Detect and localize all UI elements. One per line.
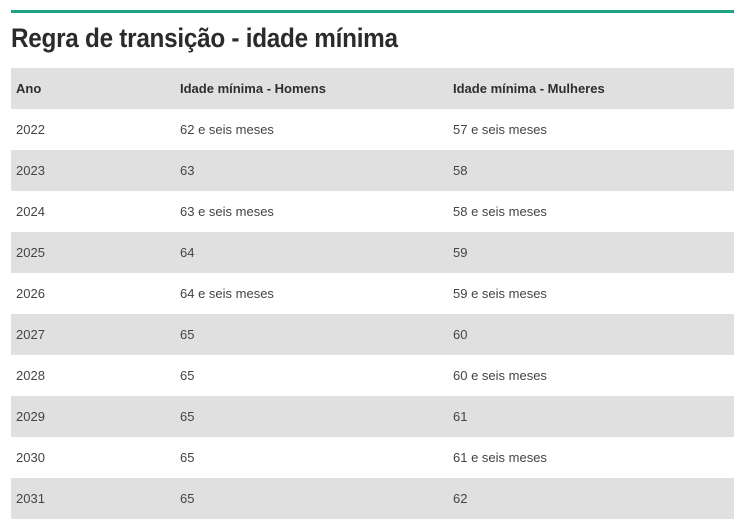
cell-min-age-men: 65	[180, 368, 195, 383]
cell-min-age-women: 61	[453, 409, 468, 424]
table-row: 2029 65 61	[11, 396, 734, 437]
table-header-row: Ano Idade mínima - Homens Idade mínima -…	[11, 68, 734, 109]
cell-min-age-women: 62	[453, 491, 468, 506]
cell-min-age-men: 63	[180, 163, 195, 178]
cell-year: 2026	[16, 286, 45, 301]
cell-min-age-women: 57 e seis meses	[453, 122, 547, 137]
cell-min-age-men: 62 e seis meses	[180, 122, 274, 137]
transition-rule-table: Ano Idade mínima - Homens Idade mínima -…	[11, 68, 734, 519]
cell-min-age-women: 58 e seis meses	[453, 204, 547, 219]
table-row: 2030 65 61 e seis meses	[11, 437, 734, 478]
cell-min-age-men: 65	[180, 409, 195, 424]
cell-min-age-women: 60	[453, 327, 468, 342]
cell-year: 2029	[16, 409, 45, 424]
table-row: 2025 64 59	[11, 232, 734, 273]
table-row: 2031 65 62	[11, 478, 734, 519]
cell-year: 2024	[16, 204, 45, 219]
top-accent-rule	[11, 10, 734, 13]
cell-year: 2023	[16, 163, 45, 178]
table-row: 2026 64 e seis meses 59 e seis meses	[11, 273, 734, 314]
header-year: Ano	[16, 81, 42, 96]
cell-min-age-men: 65	[180, 450, 195, 465]
cell-min-age-women: 60 e seis meses	[453, 368, 547, 383]
cell-min-age-men: 63 e seis meses	[180, 204, 274, 219]
header-min-age-women: Idade mínima - Mulheres	[453, 81, 605, 96]
table-row: 2027 65 60	[11, 314, 734, 355]
table-row: 2024 63 e seis meses 58 e seis meses	[11, 191, 734, 232]
cell-min-age-women: 61 e seis meses	[453, 450, 547, 465]
header-min-age-men: Idade mínima - Homens	[180, 81, 326, 96]
table-row: 2023 63 58	[11, 150, 734, 191]
page-title: Regra de transição - idade mínima	[11, 23, 398, 53]
cell-year: 2028	[16, 368, 45, 383]
cell-min-age-women: 59 e seis meses	[453, 286, 547, 301]
cell-year: 2025	[16, 245, 45, 260]
cell-min-age-men: 64 e seis meses	[180, 286, 274, 301]
cell-min-age-men: 64	[180, 245, 195, 260]
cell-min-age-men: 65	[180, 491, 195, 506]
cell-min-age-women: 58	[453, 163, 468, 178]
table-row: 2028 65 60 e seis meses	[11, 355, 734, 396]
cell-min-age-men: 65	[180, 327, 195, 342]
cell-min-age-women: 59	[453, 245, 468, 260]
cell-year: 2031	[16, 491, 45, 506]
table-row: 2022 62 e seis meses 57 e seis meses	[11, 109, 734, 150]
cell-year: 2030	[16, 450, 45, 465]
cell-year: 2022	[16, 122, 45, 137]
cell-year: 2027	[16, 327, 45, 342]
